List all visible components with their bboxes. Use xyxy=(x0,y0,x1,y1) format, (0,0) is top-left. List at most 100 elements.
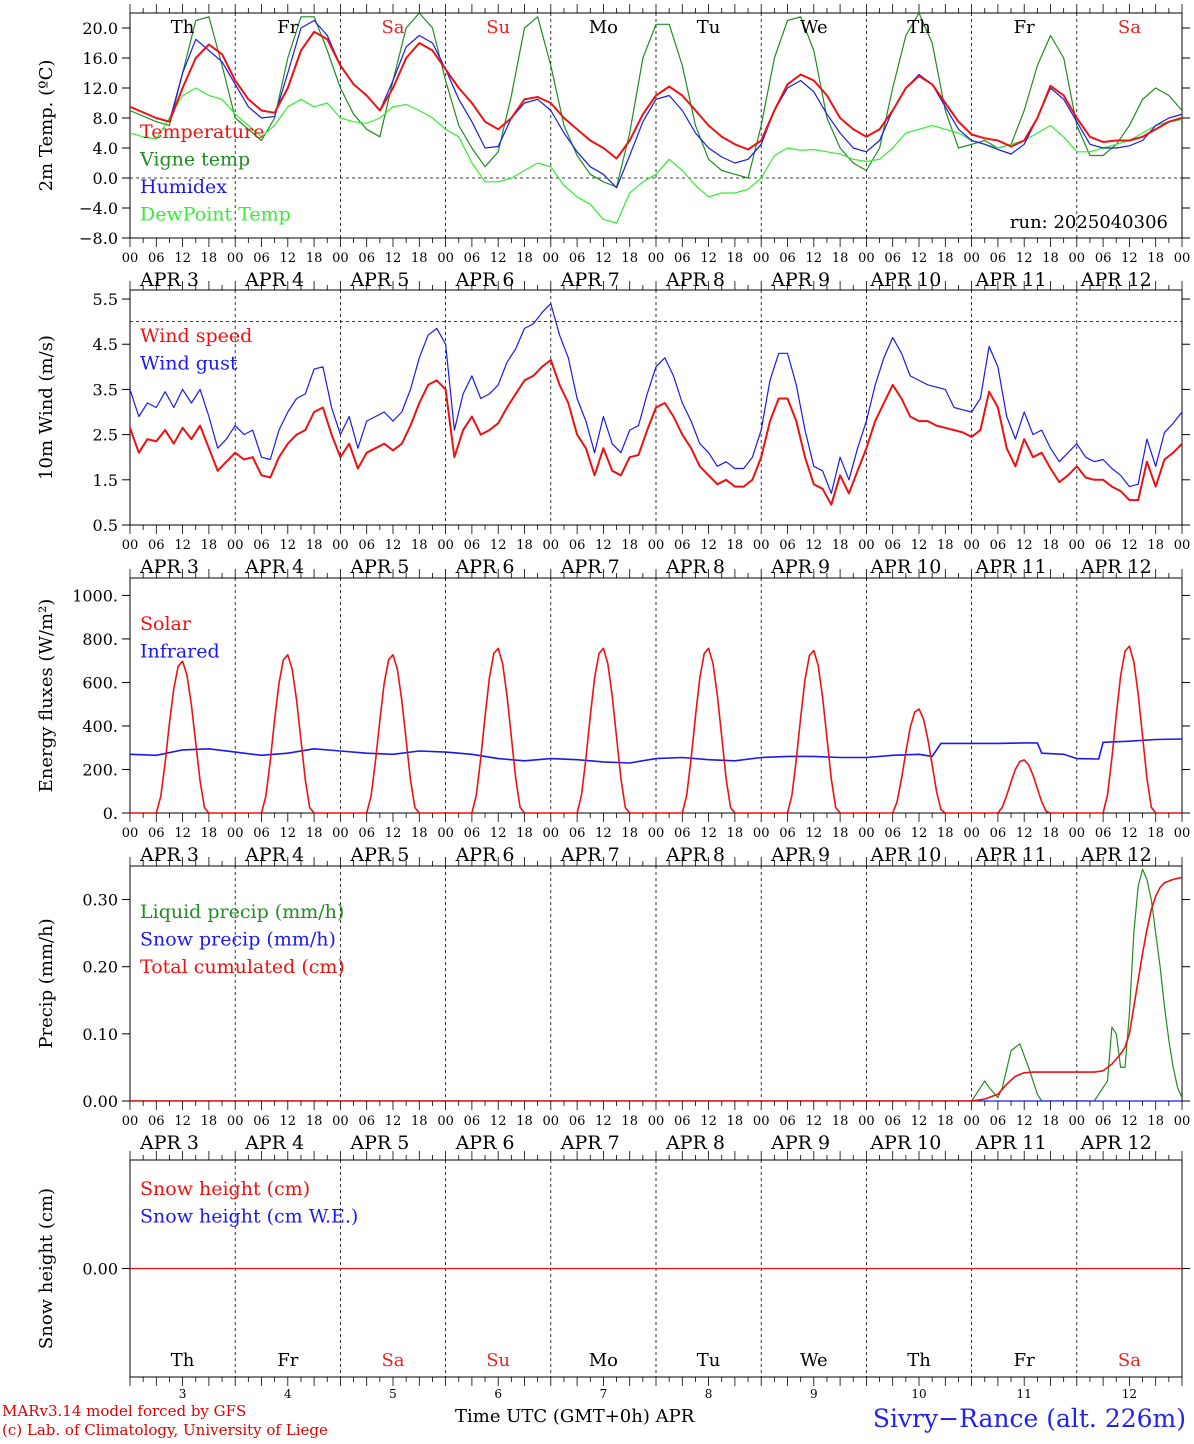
panel-5: 0.00 Snow height (cm) Snow height (cm) Snow… xyxy=(36,1151,1190,1401)
series-dewpoint-temp xyxy=(130,87,1182,224)
date-label: APR 5 xyxy=(349,556,409,578)
y-tick-label: 1000. xyxy=(72,586,118,605)
weekday-label: Fr xyxy=(1014,17,1035,38)
date-label: APR 7 xyxy=(560,269,620,291)
date-label: APR 10 xyxy=(869,1132,941,1154)
hour-tick-label: 12 xyxy=(911,826,928,841)
date-label: APR 12 xyxy=(1080,556,1152,578)
hour-tick-label: 00 xyxy=(332,1114,349,1129)
hour-tick-label: 00 xyxy=(122,826,139,841)
panel-4: 0.00 0.10 0.20 0.30 Precip (mm/h) Liquid prec… xyxy=(36,857,1190,1154)
hour-tick-label: 00 xyxy=(543,538,560,553)
weekday-label: Sa xyxy=(381,1350,404,1371)
day-number: 4 xyxy=(284,1387,292,1401)
hour-tick-label: 12 xyxy=(174,1114,191,1129)
date-label: APR 11 xyxy=(975,269,1047,291)
hour-tick-label: 06 xyxy=(674,1114,691,1129)
hour-tick-label: 00 xyxy=(227,538,244,553)
hour-tick-label: 12 xyxy=(911,251,928,266)
hour-tick-label: 06 xyxy=(569,826,586,841)
date-label: APR 7 xyxy=(560,844,620,866)
day-number: 5 xyxy=(389,1387,397,1401)
hour-tick-label: 12 xyxy=(1016,826,1033,841)
y-tick-label: 0.20 xyxy=(82,958,118,977)
legend-entry: DewPoint Temp xyxy=(140,204,291,226)
weekday-label: Th xyxy=(907,17,931,38)
hour-tick-label: 18 xyxy=(621,1114,638,1129)
hour-tick-label: 00 xyxy=(122,538,139,553)
hour-tick-label: 06 xyxy=(358,1114,375,1129)
hour-tick-label: 18 xyxy=(937,251,954,266)
hour-tick-label: 18 xyxy=(727,1114,744,1129)
hour-tick-label: 06 xyxy=(990,251,1007,266)
hour-tick-label: 12 xyxy=(385,1114,402,1129)
hour-tick-label: 00 xyxy=(543,251,560,266)
hour-tick-label: 00 xyxy=(227,251,244,266)
legend-entry: Total cumulated (cm) xyxy=(140,956,345,978)
y-tick-label: 0. xyxy=(103,804,118,823)
legend-entry: Snow height (cm) xyxy=(140,1178,310,1200)
weekday-label: Fr xyxy=(277,1350,298,1371)
hour-tick-label: 12 xyxy=(174,251,191,266)
hour-tick-label: 12 xyxy=(1121,538,1138,553)
hour-tick-label: 00 xyxy=(858,1114,875,1129)
day-number: 10 xyxy=(911,1387,926,1401)
hour-tick-label: 06 xyxy=(1095,826,1112,841)
hour-tick-label: 12 xyxy=(806,826,823,841)
hour-tick-label: 12 xyxy=(174,538,191,553)
series-wind-gust xyxy=(130,303,1182,494)
hour-tick-label: 06 xyxy=(884,826,901,841)
date-label: APR 9 xyxy=(770,556,830,578)
hour-tick-label: 12 xyxy=(806,251,823,266)
date-label: APR 4 xyxy=(244,269,304,291)
hour-tick-label: 00 xyxy=(1069,538,1086,553)
y-tick-label: 8.0 xyxy=(93,109,118,128)
hour-tick-label: 12 xyxy=(385,251,402,266)
hour-tick-label: 18 xyxy=(621,538,638,553)
hour-tick-label: 18 xyxy=(1147,1114,1164,1129)
hour-tick-label: 00 xyxy=(648,251,665,266)
hour-tick-label: 00 xyxy=(753,538,770,553)
run-label: run: 2025040306 xyxy=(1010,212,1168,233)
date-label: APR 4 xyxy=(244,844,304,866)
date-label: APR 3 xyxy=(139,1132,199,1154)
date-label: APR 12 xyxy=(1080,1132,1152,1154)
hour-tick-label: 06 xyxy=(253,538,270,553)
hour-tick-label: 06 xyxy=(990,1114,1007,1129)
hour-tick-label: 00 xyxy=(332,251,349,266)
weekday-label: We xyxy=(800,17,828,38)
y-tick-label: 0.0 xyxy=(93,169,118,188)
date-label: APR 9 xyxy=(770,844,830,866)
hour-tick-label: 06 xyxy=(253,826,270,841)
hour-tick-label: 00 xyxy=(963,538,980,553)
hour-tick-label: 00 xyxy=(1069,826,1086,841)
y-tick-label: 0.00 xyxy=(82,1260,118,1279)
weekday-label: Tu xyxy=(697,17,721,38)
hour-tick-label: 06 xyxy=(884,538,901,553)
y-axis-label: 2m Temp. (ºC) xyxy=(36,60,57,192)
date-label: APR 3 xyxy=(139,269,199,291)
date-label: APR 7 xyxy=(560,1132,620,1154)
weekday-label: Fr xyxy=(1014,1350,1035,1371)
hour-tick-label: 12 xyxy=(1121,1114,1138,1129)
weekday-label: We xyxy=(800,1350,828,1371)
date-label: APR 6 xyxy=(455,1132,515,1154)
y-tick-label: 0.5 xyxy=(93,516,118,535)
legend-entry: Wind gust xyxy=(140,353,238,375)
y-axis-label: 10m Wind (m/s) xyxy=(36,335,57,480)
weekday-label: Th xyxy=(171,17,195,38)
hour-tick-label: 06 xyxy=(148,826,165,841)
hour-tick-label: 00 xyxy=(437,251,454,266)
hour-tick-label: 00 xyxy=(963,1114,980,1129)
hour-tick-label: 00 xyxy=(963,826,980,841)
hour-tick-label: 06 xyxy=(990,538,1007,553)
hour-tick-label: 06 xyxy=(990,826,1007,841)
hour-tick-label: 12 xyxy=(280,826,297,841)
weekday-label: Fr xyxy=(277,17,298,38)
hour-tick-label: 00 xyxy=(858,538,875,553)
series-total-cumulated-cm xyxy=(130,876,1182,1101)
hour-tick-label: 12 xyxy=(700,1114,717,1129)
date-label: APR 10 xyxy=(869,844,941,866)
date-label: APR 5 xyxy=(349,844,409,866)
hour-tick-label: 12 xyxy=(280,538,297,553)
